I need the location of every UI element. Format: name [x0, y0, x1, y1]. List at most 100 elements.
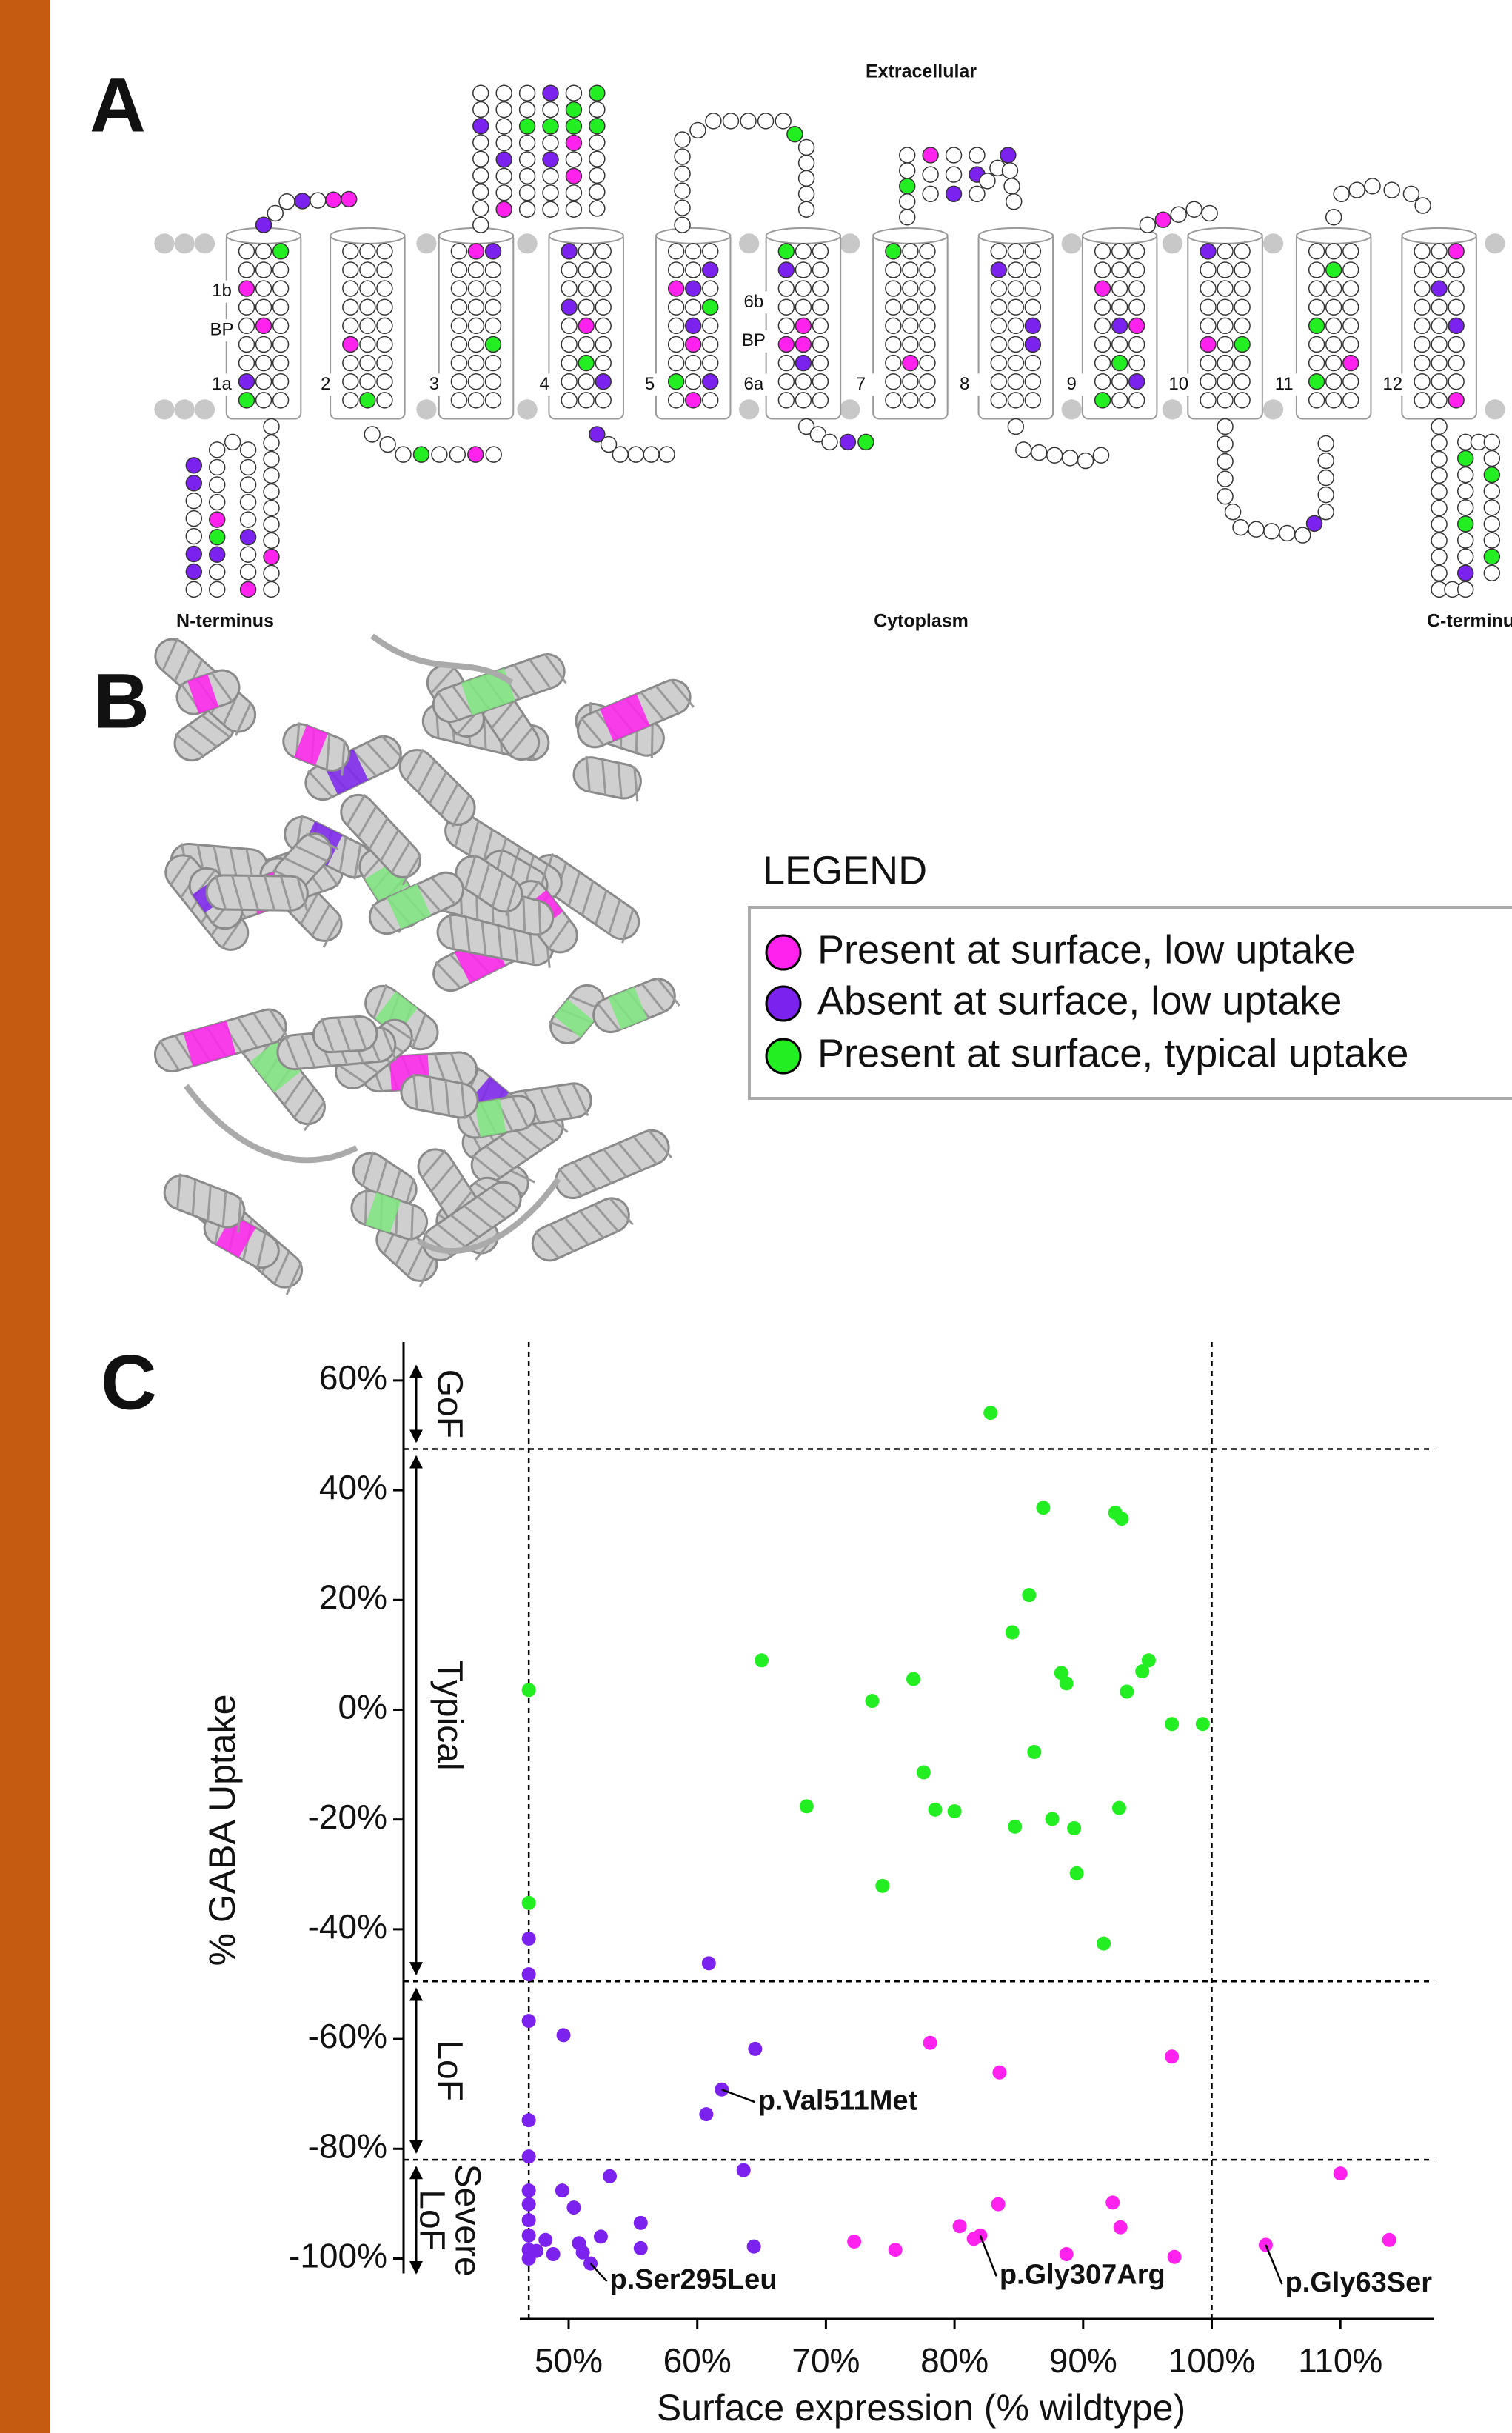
residue [684, 317, 702, 335]
ribbon-turn [522, 896, 526, 932]
residue [1414, 336, 1431, 353]
residue [777, 336, 795, 353]
residue [1431, 450, 1448, 468]
annotation-leader [721, 2089, 756, 2103]
residue [919, 373, 936, 390]
x-tick-label: 60% [663, 2341, 732, 2380]
ribbon-turn [407, 1243, 425, 1277]
ribbon-turn [529, 658, 552, 690]
residue [467, 317, 485, 335]
point [1067, 1821, 1082, 1836]
residue [667, 392, 685, 409]
residue [990, 336, 1008, 353]
ribbon-turn [220, 918, 243, 949]
point [799, 1799, 814, 1814]
point [1022, 1588, 1037, 1603]
residue [674, 216, 691, 233]
residue [359, 243, 376, 260]
point [1105, 2195, 1120, 2210]
residue [359, 280, 376, 297]
residue [542, 118, 559, 135]
ribbon-turn [336, 1017, 351, 1052]
residue [342, 261, 359, 278]
residue [1094, 354, 1111, 372]
point [1069, 1866, 1084, 1880]
y-tick-label: -100% [289, 2237, 387, 2275]
helix-label-bg [846, 373, 876, 396]
ribbon-turn [299, 892, 319, 925]
ribbon [555, 1129, 670, 1200]
membrane-bead [1262, 233, 1284, 254]
helix-ribbon [455, 854, 523, 916]
residue [449, 446, 466, 463]
ribbon-turn [580, 716, 605, 746]
ribbon-turn [415, 883, 441, 912]
region-label: Cytoplasm [874, 611, 969, 632]
point [699, 2107, 714, 2122]
ribbon-turn [608, 899, 621, 935]
residue [1234, 298, 1251, 316]
residue [969, 147, 986, 164]
point [748, 2041, 763, 2056]
residue [1217, 373, 1234, 390]
residue [1094, 298, 1111, 316]
residue [812, 373, 829, 390]
membrane-bead [416, 233, 437, 254]
ribbon-turn [498, 1136, 528, 1161]
ribbon-turn [364, 1189, 368, 1225]
residue [263, 450, 280, 468]
residue [595, 243, 612, 260]
residue [627, 446, 644, 463]
residue [1217, 418, 1234, 435]
helix-ribbon [340, 793, 422, 886]
residue [1317, 469, 1334, 487]
point [992, 2065, 1007, 2080]
point [1111, 1800, 1126, 1815]
residue [565, 84, 583, 101]
residue [495, 84, 512, 101]
residue [1217, 280, 1234, 297]
residue [484, 280, 502, 297]
residue [757, 113, 775, 130]
ribbon-turn [237, 1017, 258, 1049]
point [736, 2163, 751, 2177]
residue [364, 426, 381, 443]
residue [1456, 450, 1474, 467]
legend-marker [765, 934, 802, 971]
region-label: Typical [429, 1660, 469, 1770]
residue [263, 515, 280, 533]
residue [450, 392, 468, 409]
ribbon-turn [305, 832, 339, 850]
residue [561, 373, 578, 390]
residue [578, 243, 595, 260]
residue [777, 317, 795, 335]
region-label: Extracellular [866, 61, 977, 82]
residue [658, 446, 675, 463]
residue [1263, 523, 1280, 540]
residue [1000, 147, 1017, 164]
ribbon-turn [585, 755, 591, 792]
residue [472, 167, 489, 184]
residue [885, 392, 902, 409]
residue [495, 118, 512, 135]
residue [359, 373, 376, 390]
residue [376, 317, 393, 335]
residue [919, 317, 936, 335]
residue [777, 280, 795, 297]
residue [1200, 354, 1217, 372]
residue [945, 185, 963, 203]
ribbon-color [600, 694, 650, 741]
point [983, 1406, 998, 1421]
residue [674, 165, 691, 182]
x-tick-label: 50% [535, 2341, 603, 2380]
residue [263, 434, 280, 452]
residue [1308, 317, 1325, 335]
ribbon-turn [170, 855, 193, 886]
residue [674, 148, 691, 165]
residue [1364, 178, 1381, 195]
ribbon-turn [578, 1210, 604, 1239]
ribbon-color [215, 1214, 256, 1258]
residue [589, 183, 606, 201]
residue [1128, 354, 1145, 372]
residue [674, 199, 691, 216]
